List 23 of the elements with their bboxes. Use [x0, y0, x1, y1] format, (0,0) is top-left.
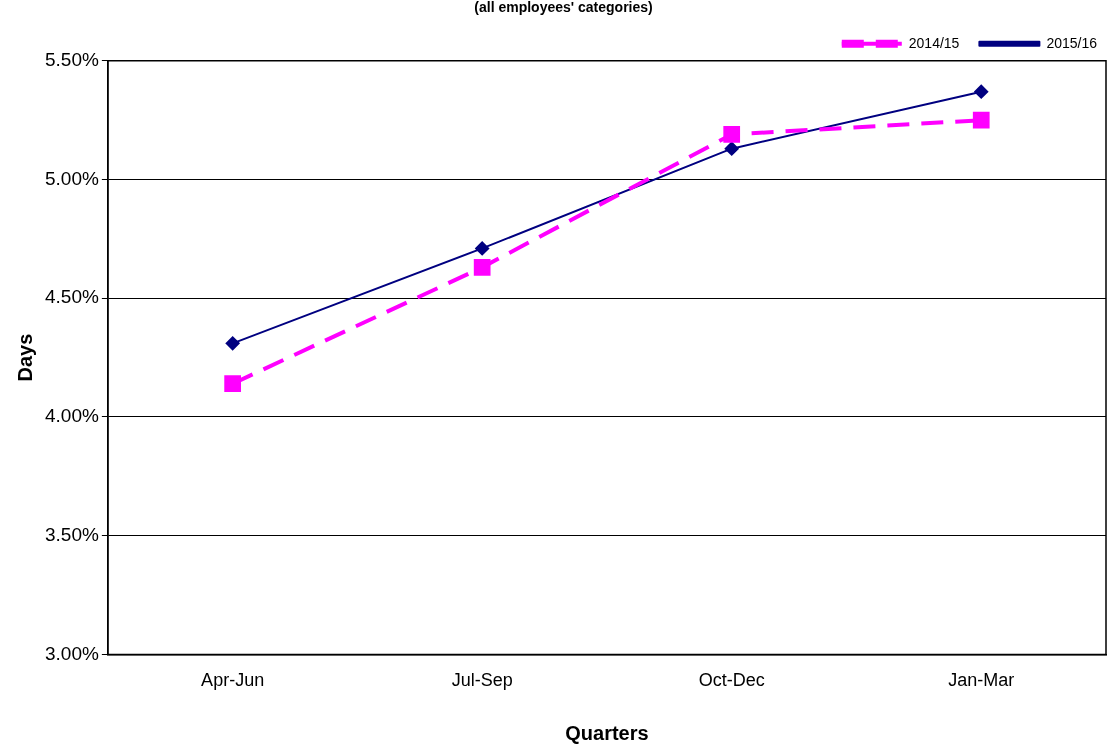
- legend-label: 2015/16: [1046, 34, 1098, 51]
- point: [225, 336, 240, 351]
- x-axis-title: Quarters: [565, 721, 649, 744]
- y-tick-label: 3.50%: [45, 523, 99, 545]
- x-tick-label: Jan-Mar: [948, 670, 1015, 691]
- point: [475, 241, 490, 256]
- chart-title: (all employees' categories): [474, 0, 653, 16]
- y-tick-label: 5.50%: [45, 49, 99, 71]
- y-tick-label: 5.00%: [45, 167, 99, 189]
- point: [723, 126, 741, 143]
- y-axis-title: Days: [13, 333, 36, 382]
- point: [972, 111, 990, 129]
- y-tick-label: 3.00%: [45, 642, 99, 664]
- y-tick-label: 4.50%: [45, 286, 99, 308]
- x-tick-label: Oct-Dec: [698, 670, 765, 691]
- point: [224, 375, 241, 393]
- point: [724, 141, 739, 156]
- point: [473, 259, 491, 276]
- x-tick-label: Jul-Sep: [451, 670, 513, 691]
- point: [974, 84, 989, 99]
- y-tick-label: 4.00%: [45, 405, 99, 427]
- legend-label: 2014/15: [908, 34, 960, 51]
- x-tick-label: Apr-Jun: [201, 670, 265, 691]
